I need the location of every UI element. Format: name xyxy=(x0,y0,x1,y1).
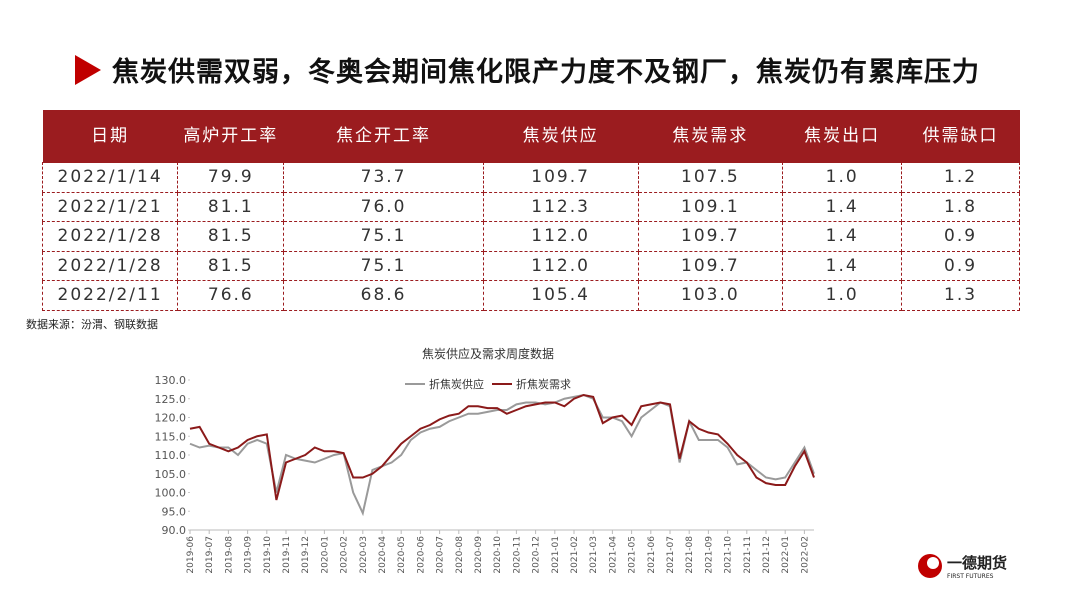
table-cell: 2022/1/21 xyxy=(41,191,179,222)
table-cell: 0.9 xyxy=(901,221,1020,252)
x-tick-label: 2019-10 xyxy=(263,536,273,574)
x-tick-label: 2020-01 xyxy=(320,536,330,574)
y-tick-label: 95.0 xyxy=(162,505,187,518)
column-header: 焦炭出口 xyxy=(782,110,902,163)
x-tick-label: 2020-09 xyxy=(474,536,484,574)
table-cell: 79.9 xyxy=(177,162,285,193)
x-tick-label: 2021-11 xyxy=(743,536,753,574)
column-header: 焦炭需求 xyxy=(638,110,783,163)
table-cell: 68.6 xyxy=(283,280,484,311)
source-note: 数据来源：汾渭、钢联数据 xyxy=(26,318,158,331)
y-tick-label: 125.0 xyxy=(155,393,187,406)
table-cell: 112.0 xyxy=(482,250,639,281)
table-cell: 2022/2/11 xyxy=(41,280,179,311)
column-header: 焦炭供应 xyxy=(483,110,638,163)
table-row: 2022/1/14 79.9 73.7 109.7 107.5 1.0 1.2 xyxy=(41,162,1020,193)
x-tick-label: 2021-04 xyxy=(608,536,618,574)
table-cell: 76.6 xyxy=(177,280,285,311)
series-line xyxy=(189,393,815,517)
x-tick-label: 2021-03 xyxy=(589,536,599,574)
y-tick-label: 120.0 xyxy=(155,412,187,425)
column-header: 高炉开工率 xyxy=(177,110,284,163)
data-table: 日期 高炉开工率 焦企开工率 焦炭供应 焦炭需求 焦炭出口 供需缺口 2022/1/14 79.… xyxy=(41,110,1020,311)
table-cell: 1.0 xyxy=(782,280,903,311)
x-tick-label: 2019-12 xyxy=(301,536,311,574)
table-row: 2022/1/21 81.1 76.0 112.3 109.1 1.4 1.8 xyxy=(41,191,1020,222)
column-header: 焦企开工率 xyxy=(283,110,484,163)
table-cell: 2022/1/14 xyxy=(41,162,179,193)
table-cell: 81.1 xyxy=(177,191,285,222)
table-cell: 103.0 xyxy=(637,280,784,311)
y-tick-label: 100.0 xyxy=(155,487,187,500)
header-row: 日期 高炉开工率 焦企开工率 焦炭供应 焦炭需求 焦炭出口 供需缺口 xyxy=(42,110,1020,163)
table-cell: 76.0 xyxy=(283,191,484,222)
table-cell: 109.7 xyxy=(482,162,639,193)
table-row: 2022/2/11 76.6 68.6 105.4 103.0 1.0 1.3 xyxy=(41,280,1020,311)
table-cell: 1.4 xyxy=(782,250,903,281)
table-cell: 112.0 xyxy=(482,221,639,252)
legend-label: 折焦炭供应 xyxy=(429,377,484,391)
x-tick-label: 2021-05 xyxy=(628,536,638,574)
x-tick-label: 2021-01 xyxy=(551,536,561,574)
x-tick-label: 2020-03 xyxy=(359,536,369,574)
y-tick-label: 105.0 xyxy=(155,468,187,481)
x-tick-label: 2020-08 xyxy=(455,536,465,574)
x-tick-label: 2022-02 xyxy=(800,536,810,574)
x-tick-label: 2020-02 xyxy=(340,536,350,574)
y-tick-label: 115.0 xyxy=(155,430,187,443)
x-tick-label: 2021-09 xyxy=(704,536,714,574)
table-cell: 2022/1/28 xyxy=(41,221,179,252)
logo-subtitle: FIRST FUTURES xyxy=(947,573,994,580)
legend-label: 折焦炭需求 xyxy=(516,377,571,391)
column-header: 日期 xyxy=(42,110,178,163)
x-tick-label: 2021-02 xyxy=(570,536,580,574)
x-tick-label: 2022-01 xyxy=(781,536,791,574)
x-tick-label: 2021-07 xyxy=(666,536,676,574)
x-tick-label: 2019-07 xyxy=(205,536,215,574)
table-cell: 1.2 xyxy=(901,162,1020,193)
table-cell: 1.3 xyxy=(901,280,1020,311)
x-tick-label: 2019-08 xyxy=(224,536,234,574)
table-cell: 1.8 xyxy=(901,191,1020,222)
x-tick-label: 2020-05 xyxy=(397,536,407,574)
x-tick-label: 2020-04 xyxy=(378,536,388,574)
column-header: 供需缺口 xyxy=(901,110,1020,163)
table-cell: 81.5 xyxy=(177,221,285,252)
x-tick-label: 2020-10 xyxy=(493,536,503,574)
logo-icon xyxy=(927,557,939,569)
title-marker xyxy=(75,55,101,85)
y-tick-label: 110.0 xyxy=(155,449,187,462)
x-tick-label: 2021-08 xyxy=(685,536,695,574)
table-row: 2022/1/28 81.5 75.1 112.0 109.7 1.4 0.9 xyxy=(41,221,1020,252)
x-tick-label: 2019-09 xyxy=(244,536,254,574)
x-tick-label: 2021-12 xyxy=(762,536,772,574)
x-tick-label: 2020-07 xyxy=(436,536,446,574)
table-cell: 105.4 xyxy=(482,280,639,311)
chart-title: 焦炭供应及需求周度数据 xyxy=(422,346,554,361)
logo: 一德期货 FIRST FUTURES xyxy=(918,554,1007,580)
y-tick-label: 90.0 xyxy=(162,524,187,537)
x-tick-label: 2019-11 xyxy=(282,536,292,574)
logo-name: 一德期货 xyxy=(947,554,1007,572)
x-tick-label: 2021-10 xyxy=(724,536,734,574)
x-tick-label: 2020-06 xyxy=(416,536,426,574)
x-tick-label: 2020-11 xyxy=(512,536,522,574)
table-cell: 109.1 xyxy=(637,191,784,222)
table-cell: 109.7 xyxy=(637,221,784,252)
x-tick-label: 2020-12 xyxy=(532,536,542,574)
slide-title: 焦炭供需双弱，冬奥会期间焦化限产力度不及钢厂，焦炭仍有累库压力 xyxy=(112,57,980,88)
table-cell: 81.5 xyxy=(177,250,285,281)
x-tick-label: 2019-06 xyxy=(186,536,196,574)
table-cell: 75.1 xyxy=(283,221,484,252)
table-cell: 107.5 xyxy=(637,162,784,193)
series-line xyxy=(189,393,815,501)
table-cell: 1.0 xyxy=(782,162,903,193)
x-tick-label: 2021-06 xyxy=(647,536,657,574)
table-cell: 2022/1/28 xyxy=(41,250,179,281)
y-tick-label: 130.0 xyxy=(155,374,187,387)
